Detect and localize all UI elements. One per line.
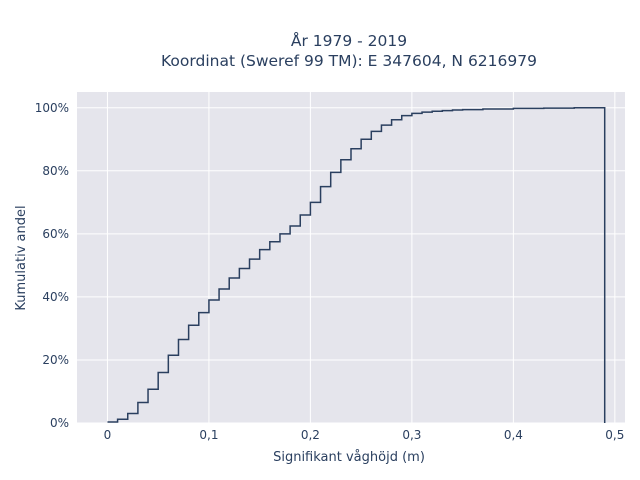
x-tick-label: 0,1 [199,428,218,442]
y-tick-label: 20% [42,353,69,367]
x-tick-label: 0,4 [504,428,523,442]
x-tick-label: 0,2 [301,428,320,442]
y-axis-title: Kumulativ andel [14,205,29,310]
x-axis-title: Signifikant våghöjd (m) [273,450,425,465]
cumulative-step-line [107,107,606,423]
tick-labels: 0 0,1 0,2 0,3 0,4 0,5 0% 20% 40% 60% 80% 100% [35,101,625,442]
y-tick-label: 40% [42,290,69,304]
x-tick-label: 0,3 [402,428,421,442]
x-tick-label: 0,5 [605,428,624,442]
plot-background [77,92,625,423]
y-tick-label: 0% [50,416,69,430]
series-group [107,107,606,423]
grid [77,92,625,424]
y-tick-label: 100% [35,101,69,115]
y-tick-label: 80% [42,164,69,178]
y-tick-label: 60% [42,227,69,241]
x-tick-label: 0 [104,428,112,442]
chart-title-line-1: År 1979 - 2019 [291,31,407,50]
chart-title-line-2: Koordinat (Sweref 99 TM): E 347604, N 62… [161,52,537,70]
